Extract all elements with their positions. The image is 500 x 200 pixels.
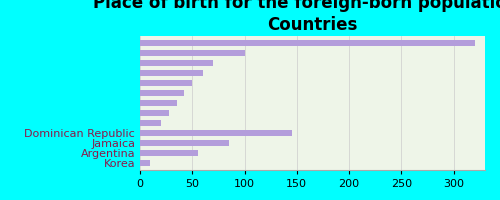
Bar xyxy=(140,110,170,116)
Bar xyxy=(140,80,192,86)
Bar xyxy=(140,40,474,46)
Bar xyxy=(140,90,184,96)
Bar xyxy=(140,100,176,106)
Bar xyxy=(140,120,161,126)
Bar xyxy=(140,130,292,136)
Bar xyxy=(140,60,213,66)
Bar xyxy=(140,160,150,166)
Bar xyxy=(140,140,229,146)
Bar xyxy=(140,70,202,76)
Bar xyxy=(140,50,244,56)
Bar xyxy=(140,150,198,156)
Title: Place of birth for the foreign-born population -
Countries: Place of birth for the foreign-born popu… xyxy=(94,0,500,34)
